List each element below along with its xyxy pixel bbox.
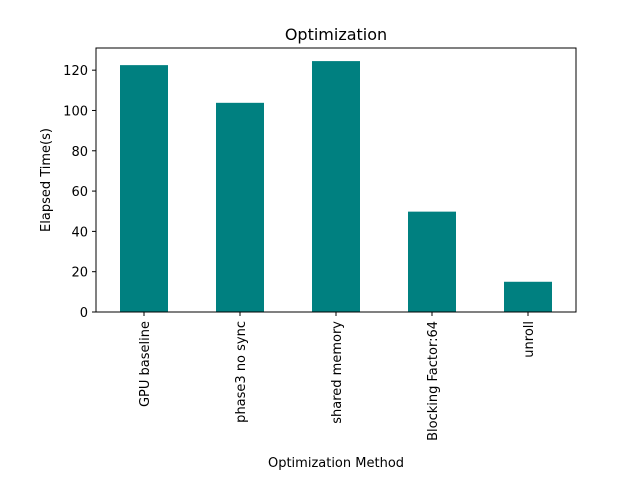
y-tick-label: 0 <box>80 306 88 321</box>
x-tick-label: Blocking Factor:64 <box>426 321 441 441</box>
bar <box>312 61 360 312</box>
chart-title: Optimization <box>285 25 387 44</box>
y-axis-label: Elapsed Time(s) <box>39 128 54 232</box>
x-axis-label: Optimization Method <box>268 456 404 471</box>
x-tick-label: unroll <box>522 321 537 358</box>
plot-area: 0 20 40 60 80 100 120 GPU baseline phase3 no syn… <box>63 61 552 441</box>
bar <box>120 65 168 313</box>
y-tick-label: 40 <box>71 225 88 240</box>
bar <box>408 211 456 312</box>
y-tick-label: 20 <box>71 266 88 281</box>
x-tick-label: shared memory <box>330 321 345 424</box>
x-tick-label: phase3 no sync <box>234 321 249 423</box>
axes-frame <box>95 47 577 313</box>
bar <box>504 281 552 312</box>
y-tick-label: 60 <box>71 185 88 200</box>
bar <box>216 102 264 312</box>
x-tick-label: GPU baseline <box>138 321 153 407</box>
y-tick-label: 100 <box>63 104 88 119</box>
y-tick-label: 80 <box>71 145 88 160</box>
y-tick-label: 120 <box>63 64 88 79</box>
